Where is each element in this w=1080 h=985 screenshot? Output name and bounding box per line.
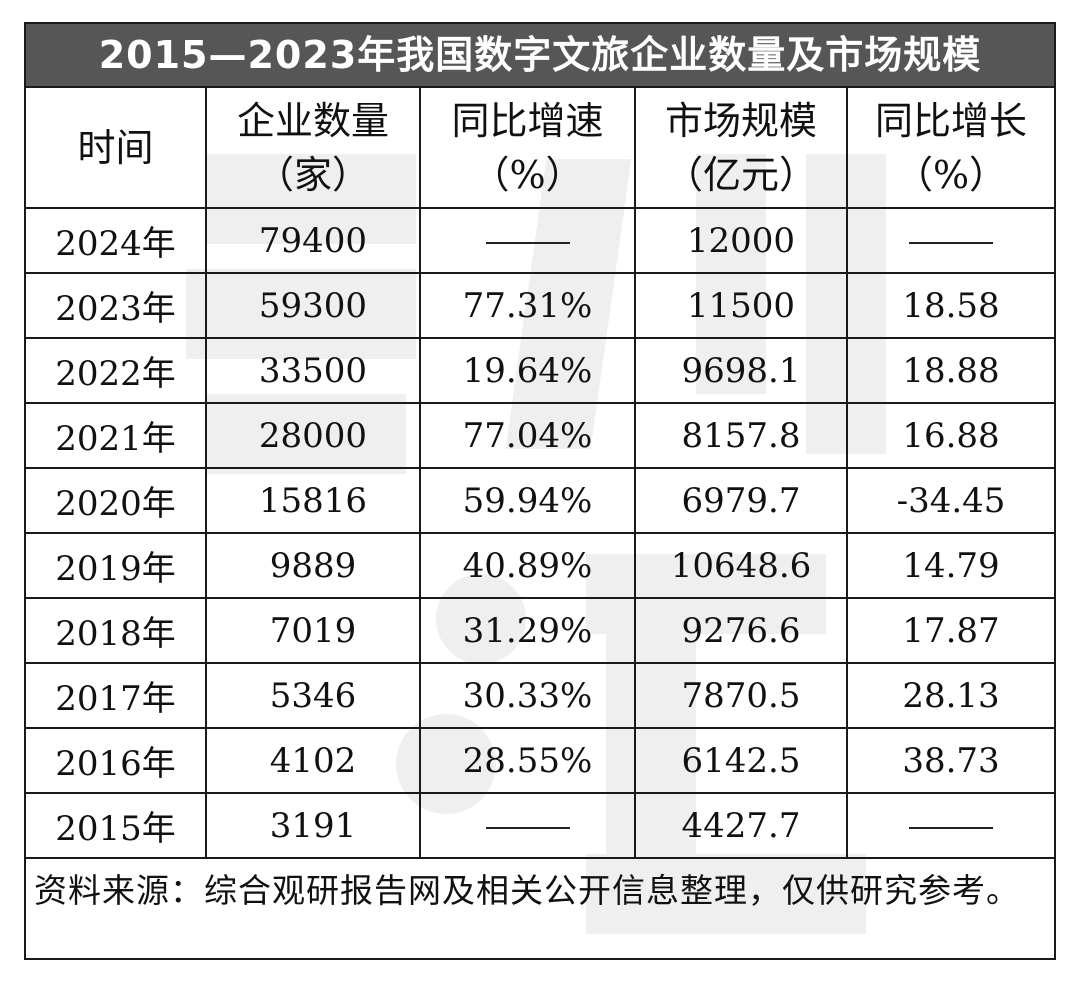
cell-year: 2022年 [26, 337, 207, 404]
header-row: 时间 企业数量 （家） 同比增速 （%） 市场规模 （亿元） 同比增长 （%） [26, 88, 1054, 209]
cell-year: 2024年 [26, 207, 207, 274]
table-row: 2022年 33500 19.64% 9698.1 18.88 [26, 337, 1054, 404]
data-table: 时间 企业数量 （家） 同比增速 （%） 市场规模 （亿元） 同比增长 （%） 2024… [26, 88, 1054, 859]
dash-placeholder [909, 241, 993, 244]
cell-market-growth: 18.88 [846, 337, 1054, 404]
cell-market-growth: 17.87 [846, 597, 1054, 664]
cell-year: 2021年 [26, 402, 207, 469]
dash-placeholder [485, 826, 570, 829]
cell-count-growth [419, 207, 636, 274]
cell-market-growth: 18.58 [846, 272, 1054, 339]
cell-market-size: 6979.7 [634, 467, 848, 534]
cell-market-size: 12000 [634, 207, 848, 274]
dash-placeholder [485, 241, 570, 244]
header-count-growth: 同比增速 （%） [419, 88, 636, 209]
dash-placeholder [909, 826, 993, 829]
cell-market-size: 9698.1 [634, 337, 848, 404]
cell-market-growth: 28.13 [846, 662, 1054, 729]
cell-count-growth: 77.31% [419, 272, 636, 339]
cell-enterprise-count: 5346 [205, 662, 421, 729]
cell-count-growth: 30.33% [419, 662, 636, 729]
cell-market-size: 6142.5 [634, 727, 848, 794]
cell-enterprise-count: 59300 [205, 272, 421, 339]
table-row: 2017年 5346 30.33% 7870.5 28.13 [26, 662, 1054, 729]
cell-year: 2023年 [26, 272, 207, 339]
cell-enterprise-count: 15816 [205, 467, 421, 534]
cell-market-size: 9276.6 [634, 597, 848, 664]
cell-enterprise-count: 28000 [205, 402, 421, 469]
cell-count-growth: 40.89% [419, 532, 636, 599]
header-market-size: 市场规模 （亿元） [634, 88, 848, 209]
table-row: 2019年 9889 40.89% 10648.6 14.79 [26, 532, 1054, 599]
source-note: 资料来源：综合观研报告网及相关公开信息整理，仅供研究参考。 [34, 871, 1020, 910]
cell-market-size: 11500 [634, 272, 848, 339]
cell-market-growth [846, 207, 1054, 274]
table-row: 2023年 59300 77.31% 11500 18.58 [26, 272, 1054, 339]
table-title: 2015—2023年我国数字文旅企业数量及市场规模 [26, 24, 1054, 88]
cell-market-growth: -34.45 [846, 467, 1054, 534]
table-row: 2021年 28000 77.04% 8157.8 16.88 [26, 402, 1054, 469]
cell-market-size: 8157.8 [634, 402, 848, 469]
cell-year: 2018年 [26, 597, 207, 664]
cell-enterprise-count: 9889 [205, 532, 421, 599]
cell-year: 2016年 [26, 727, 207, 794]
cell-year: 2015年 [26, 792, 207, 859]
table-body: 2024年 79400 12000 2023年 59300 77.31% 11500 18.5… [26, 207, 1054, 859]
cell-market-size: 4427.7 [634, 792, 848, 859]
cell-market-size: 7870.5 [634, 662, 848, 729]
cell-year: 2020年 [26, 467, 207, 534]
cell-enterprise-count: 33500 [205, 337, 421, 404]
cell-count-growth: 77.04% [419, 402, 636, 469]
table-row: 2020年 15816 59.94% 6979.7 -34.45 [26, 467, 1054, 534]
cell-count-growth: 59.94% [419, 467, 636, 534]
cell-market-size: 10648.6 [634, 532, 848, 599]
cell-market-growth: 14.79 [846, 532, 1054, 599]
cell-year: 2017年 [26, 662, 207, 729]
table-row: 2015年 3191 4427.7 [26, 792, 1054, 859]
cell-market-growth: 16.88 [846, 402, 1054, 469]
cell-year: 2019年 [26, 532, 207, 599]
header-enterprise-count: 企业数量 （家） [205, 88, 421, 209]
cell-count-growth: 28.55% [419, 727, 636, 794]
cell-count-growth [419, 792, 636, 859]
cell-count-growth: 19.64% [419, 337, 636, 404]
header-market-growth: 同比增长 （%） [846, 88, 1054, 209]
cell-enterprise-count: 79400 [205, 207, 421, 274]
cell-enterprise-count: 7019 [205, 597, 421, 664]
table-frame: 2015—2023年我国数字文旅企业数量及市场规模 时间 企业数量 （家） 同比增… [24, 22, 1056, 960]
table-row: 2018年 7019 31.29% 9276.6 17.87 [26, 597, 1054, 664]
cell-market-growth: 38.73 [846, 727, 1054, 794]
cell-market-growth [846, 792, 1054, 859]
cell-count-growth: 31.29% [419, 597, 636, 664]
table-row: 2024年 79400 12000 [26, 207, 1054, 274]
table-row: 2016年 4102 28.55% 6142.5 38.73 [26, 727, 1054, 794]
header-time: 时间 [26, 88, 207, 209]
cell-enterprise-count: 3191 [205, 792, 421, 859]
cell-enterprise-count: 4102 [205, 727, 421, 794]
